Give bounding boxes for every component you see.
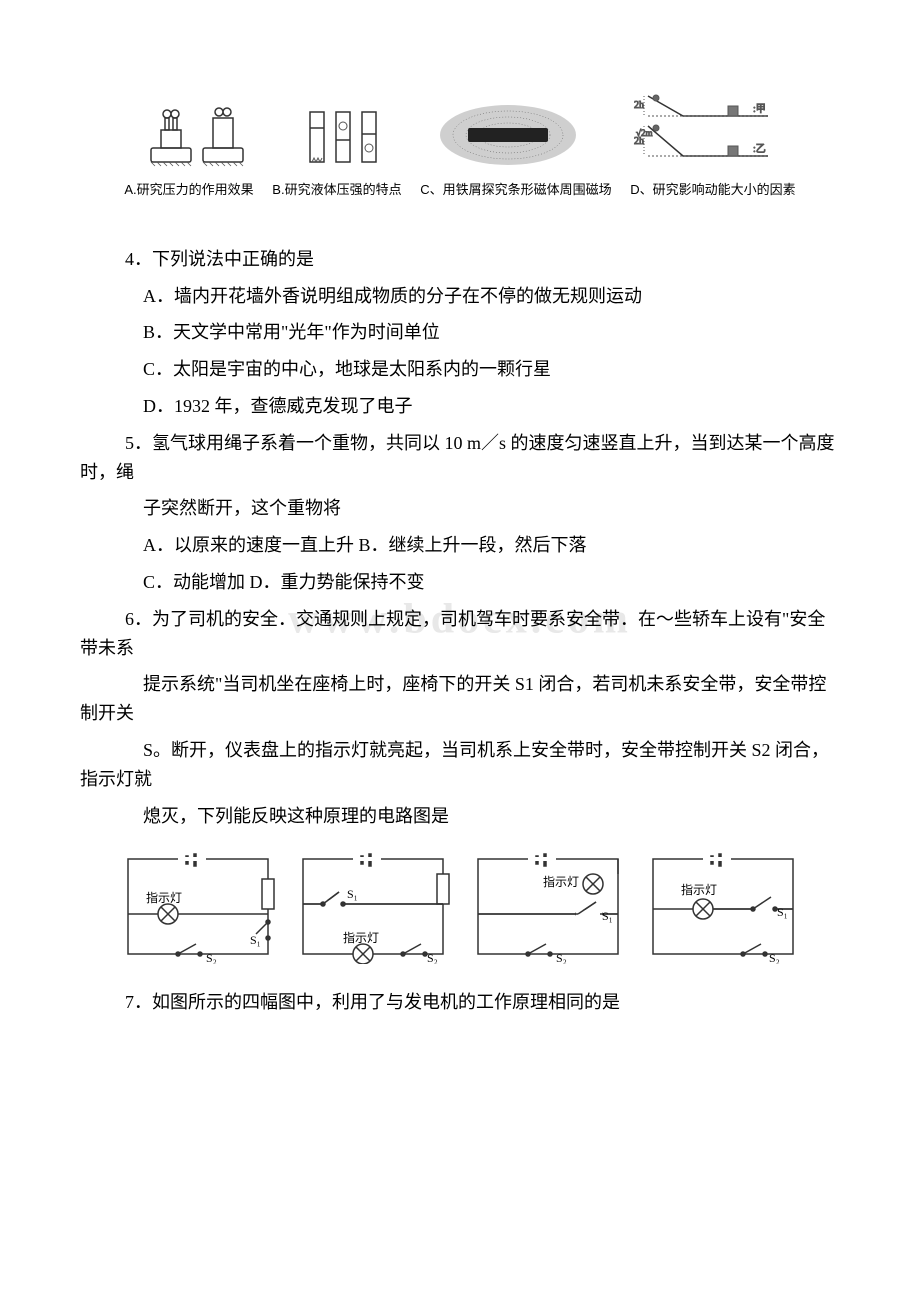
circuit-a-s2: S₂: [206, 951, 217, 964]
circuit-d: 指示灯 S₁ S₂: [643, 844, 803, 964]
q3-captions: A.研究压力的作用效果 B.研究液体压强的特点 C、用铁屑探究条形磁体周围磁场 …: [0, 180, 920, 241]
figure-3d: 2h :甲 2h :乙 √2m: [628, 90, 778, 170]
q5-ab: A．以原来的速度一直上升 B．继续上升一段，然后下落: [0, 527, 920, 564]
q6-stem1: 6．为了司机的安全．交通规则上规定，司机驾车时要系安全带．在～些轿车上设有"安全…: [0, 601, 920, 667]
svg-text::乙: :乙: [753, 143, 766, 155]
q5-stem1: 5．氢气球用绳子系着一个重物，共同以 10 m／s 的速度匀速竖直上升，当到达某…: [0, 425, 920, 491]
q4-d: D．1932 年，查德威克发现了电子: [0, 388, 920, 425]
circuit-a-lamp-label: 指示灯: [146, 890, 182, 905]
svg-text:2h: 2h: [634, 100, 644, 111]
figure-3c: [433, 100, 583, 170]
svg-text:√2m: √2m: [636, 128, 652, 138]
figure-3a: [143, 100, 253, 170]
q4-c: C．太阳是宇宙的中心，地球是太阳系内的一颗行星: [0, 351, 920, 388]
q4-b: B．天文学中常用"光年"作为时间单位: [0, 314, 920, 351]
q6-stem3: S。断开，仪表盘上的指示灯就亮起，当司机系上安全带时，安全带控制开关 S2 闭合…: [0, 732, 920, 798]
figure-3b: [298, 100, 388, 170]
q4-stem: 4．下列说法中正确的是: [0, 241, 920, 278]
circuit-a: 指示灯 S₁ S₂: [118, 844, 278, 964]
circuit-c: 指示灯 S₁ S₂: [468, 844, 628, 964]
q5-stem2: 子突然断开，这个重物将: [0, 490, 920, 527]
circuit-b-s2: S₂: [427, 951, 438, 964]
circuit-c-s2: S₂: [556, 951, 567, 964]
circuit-b-s1: S₁: [347, 887, 358, 901]
q7-stem: 7．如图所示的四幅图中，利用了与发电机的工作原理相同的是: [0, 984, 920, 1021]
circuit-d-lamp-label: 指示灯: [681, 882, 717, 897]
caption-3d: D、研究影响动能大小的因素: [630, 180, 795, 201]
q6-stem2: 提示系统"当司机坐在座椅上时，座椅下的开关 S1 闭合，若司机未系安全带，安全带…: [0, 666, 920, 732]
circuit-a-s1: S₁: [250, 933, 261, 947]
caption-3c: C、用铁屑探究条形磁体周围磁场: [420, 180, 611, 201]
circuit-b: S₁ 指示灯 S₂: [293, 844, 453, 964]
q5-cd: C．动能增加 D．重力势能保持不变: [0, 564, 920, 601]
circuit-b-lamp-label: 指示灯: [343, 930, 379, 945]
circuit-d-s1: S₁: [777, 905, 788, 919]
q6-stem4: 熄灭，下列能反映这种原理的电路图是: [0, 798, 920, 835]
q6-circuits: 指示灯 S₁ S₂: [0, 834, 920, 984]
caption-3b: B.研究液体压强的特点: [272, 180, 401, 201]
q3-figures-row: 2h :甲 2h :乙 √2m: [0, 0, 920, 180]
circuit-d-s2: S₂: [769, 951, 780, 964]
q4-a: A．墙内开花墙外香说明组成物质的分子在不停的做无规则运动: [0, 278, 920, 315]
page-content: 2h :甲 2h :乙 √2m A.研究压力的作用效果 B.研究液体压强的特点 …: [0, 0, 920, 1021]
circuit-c-s1: S₁: [602, 909, 613, 923]
caption-3a: A.研究压力的作用效果: [124, 180, 253, 201]
svg-text::甲: :甲: [753, 104, 766, 115]
circuit-c-lamp-label: 指示灯: [543, 874, 579, 889]
